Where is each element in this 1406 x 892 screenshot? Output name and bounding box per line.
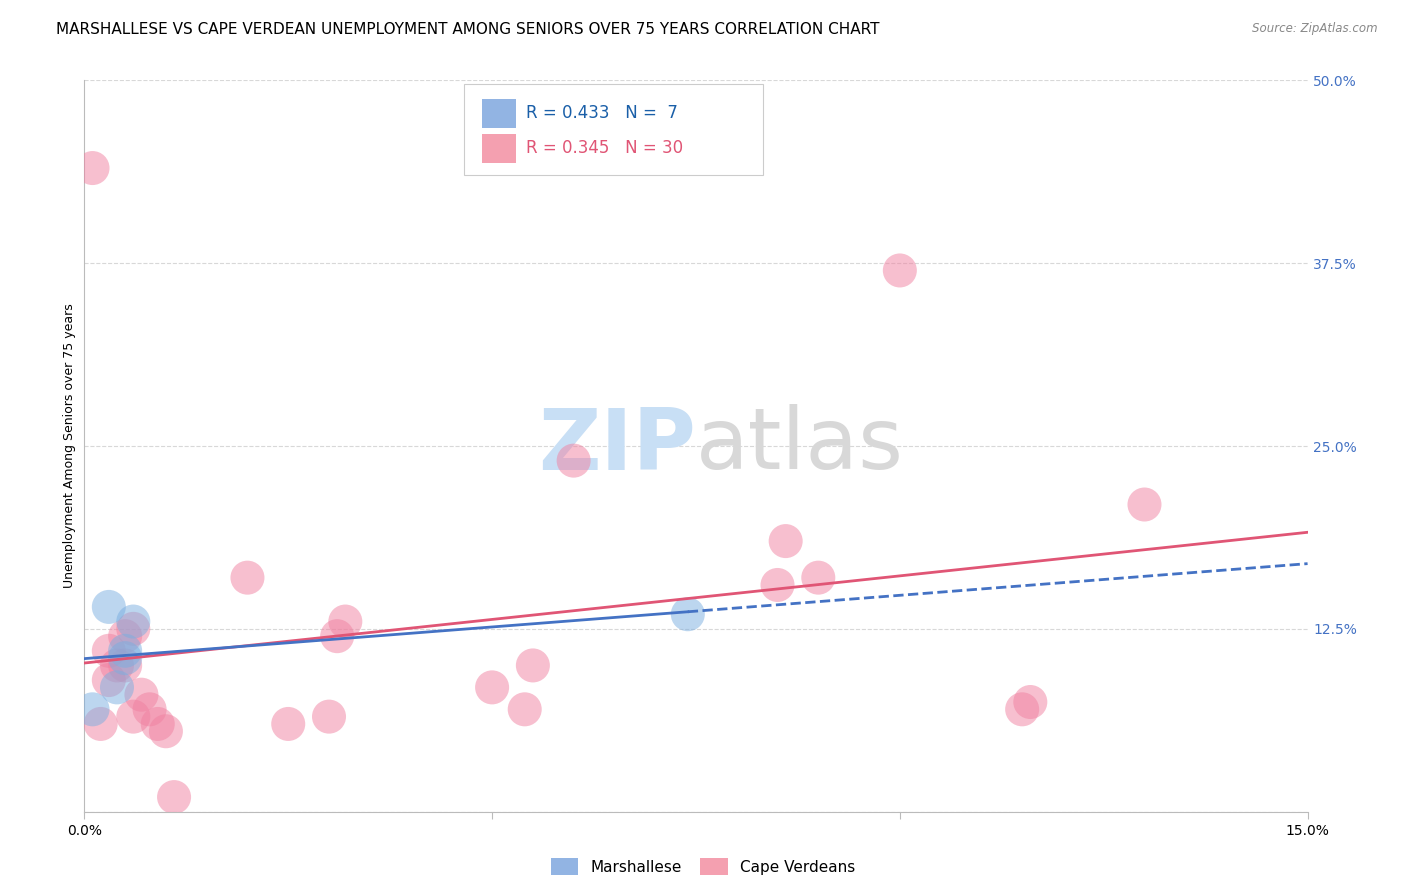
FancyBboxPatch shape — [464, 84, 763, 176]
Text: atlas: atlas — [696, 404, 904, 488]
Point — [775, 534, 797, 549]
Point — [236, 571, 259, 585]
Point — [1011, 702, 1033, 716]
Point — [889, 263, 911, 277]
Text: R = 0.433   N =  7: R = 0.433 N = 7 — [526, 104, 678, 122]
Text: ZIP: ZIP — [538, 404, 696, 488]
Legend: Marshallese, Cape Verdeans: Marshallese, Cape Verdeans — [551, 858, 855, 875]
Point — [97, 644, 120, 658]
Point — [335, 615, 357, 629]
Point — [163, 790, 186, 805]
Point — [155, 724, 177, 739]
Point — [676, 607, 699, 622]
Point — [90, 717, 112, 731]
Text: Source: ZipAtlas.com: Source: ZipAtlas.com — [1253, 22, 1378, 36]
Point — [114, 651, 136, 665]
Bar — [482, 134, 516, 163]
Point — [481, 681, 503, 695]
Point — [326, 629, 349, 643]
Point — [513, 702, 536, 716]
Point — [1133, 498, 1156, 512]
Point — [114, 644, 136, 658]
Point — [82, 161, 104, 175]
Point — [1019, 695, 1042, 709]
Point — [97, 599, 120, 614]
Point — [122, 622, 145, 636]
Point — [114, 658, 136, 673]
Point — [82, 702, 104, 716]
Bar — [482, 99, 516, 128]
Point — [114, 629, 136, 643]
Point — [277, 717, 299, 731]
Text: R = 0.345   N = 30: R = 0.345 N = 30 — [526, 139, 683, 157]
Point — [105, 658, 128, 673]
Point — [105, 681, 128, 695]
Point — [138, 702, 160, 716]
Point — [807, 571, 830, 585]
Y-axis label: Unemployment Among Seniors over 75 years: Unemployment Among Seniors over 75 years — [63, 303, 76, 589]
Point — [766, 578, 789, 592]
Point — [562, 453, 585, 467]
Point — [122, 615, 145, 629]
Point — [146, 717, 169, 731]
Point — [122, 709, 145, 723]
Point — [522, 658, 544, 673]
Text: MARSHALLESE VS CAPE VERDEAN UNEMPLOYMENT AMONG SENIORS OVER 75 YEARS CORRELATION: MARSHALLESE VS CAPE VERDEAN UNEMPLOYMENT… — [56, 22, 880, 37]
Point — [131, 688, 153, 702]
Point — [318, 709, 340, 723]
Point — [97, 673, 120, 687]
